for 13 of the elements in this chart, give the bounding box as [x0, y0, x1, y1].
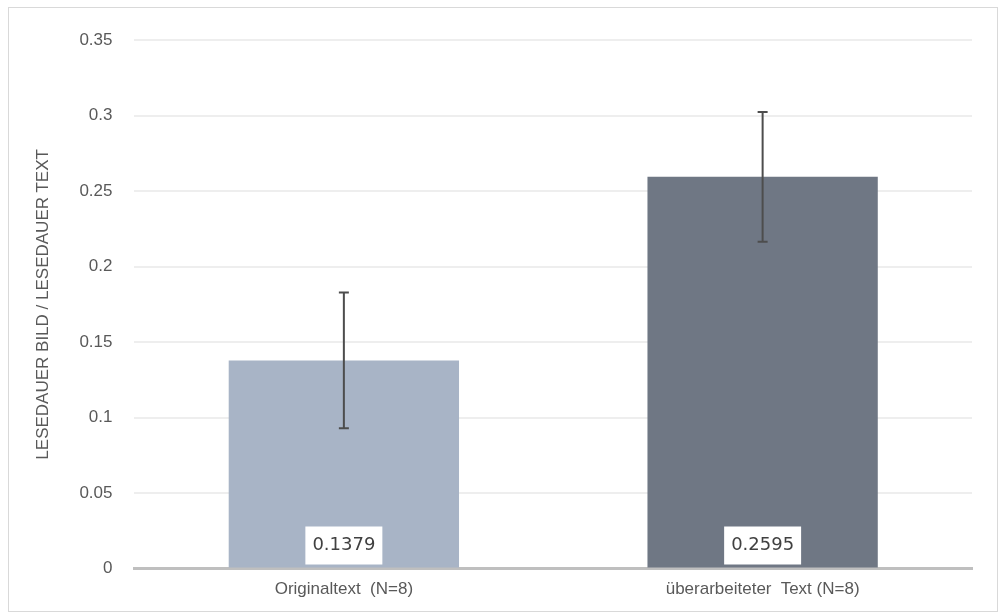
y-tick-label: 0.25 — [79, 180, 113, 200]
data-label: 0.2595 — [731, 533, 795, 555]
y-tick-label: 0.2 — [88, 256, 113, 276]
x-tick-label: überarbeiteter Text (N=8) — [665, 579, 860, 599]
y-tick-label: 0.3 — [88, 105, 113, 125]
x-tick-label: Originaltext (N=8) — [274, 579, 414, 599]
data-label: 0.1379 — [312, 533, 376, 555]
y-tick-label: 0 — [103, 558, 113, 578]
y-tick-label: 0.35 — [79, 29, 113, 49]
y-axis-title: LESEDAUER BILD / LESEDAUER TEXT — [32, 149, 52, 460]
y-tick-label: 0.1 — [88, 407, 113, 427]
y-tick-label: 0.05 — [79, 482, 113, 502]
y-tick-label: 0.15 — [79, 331, 113, 351]
